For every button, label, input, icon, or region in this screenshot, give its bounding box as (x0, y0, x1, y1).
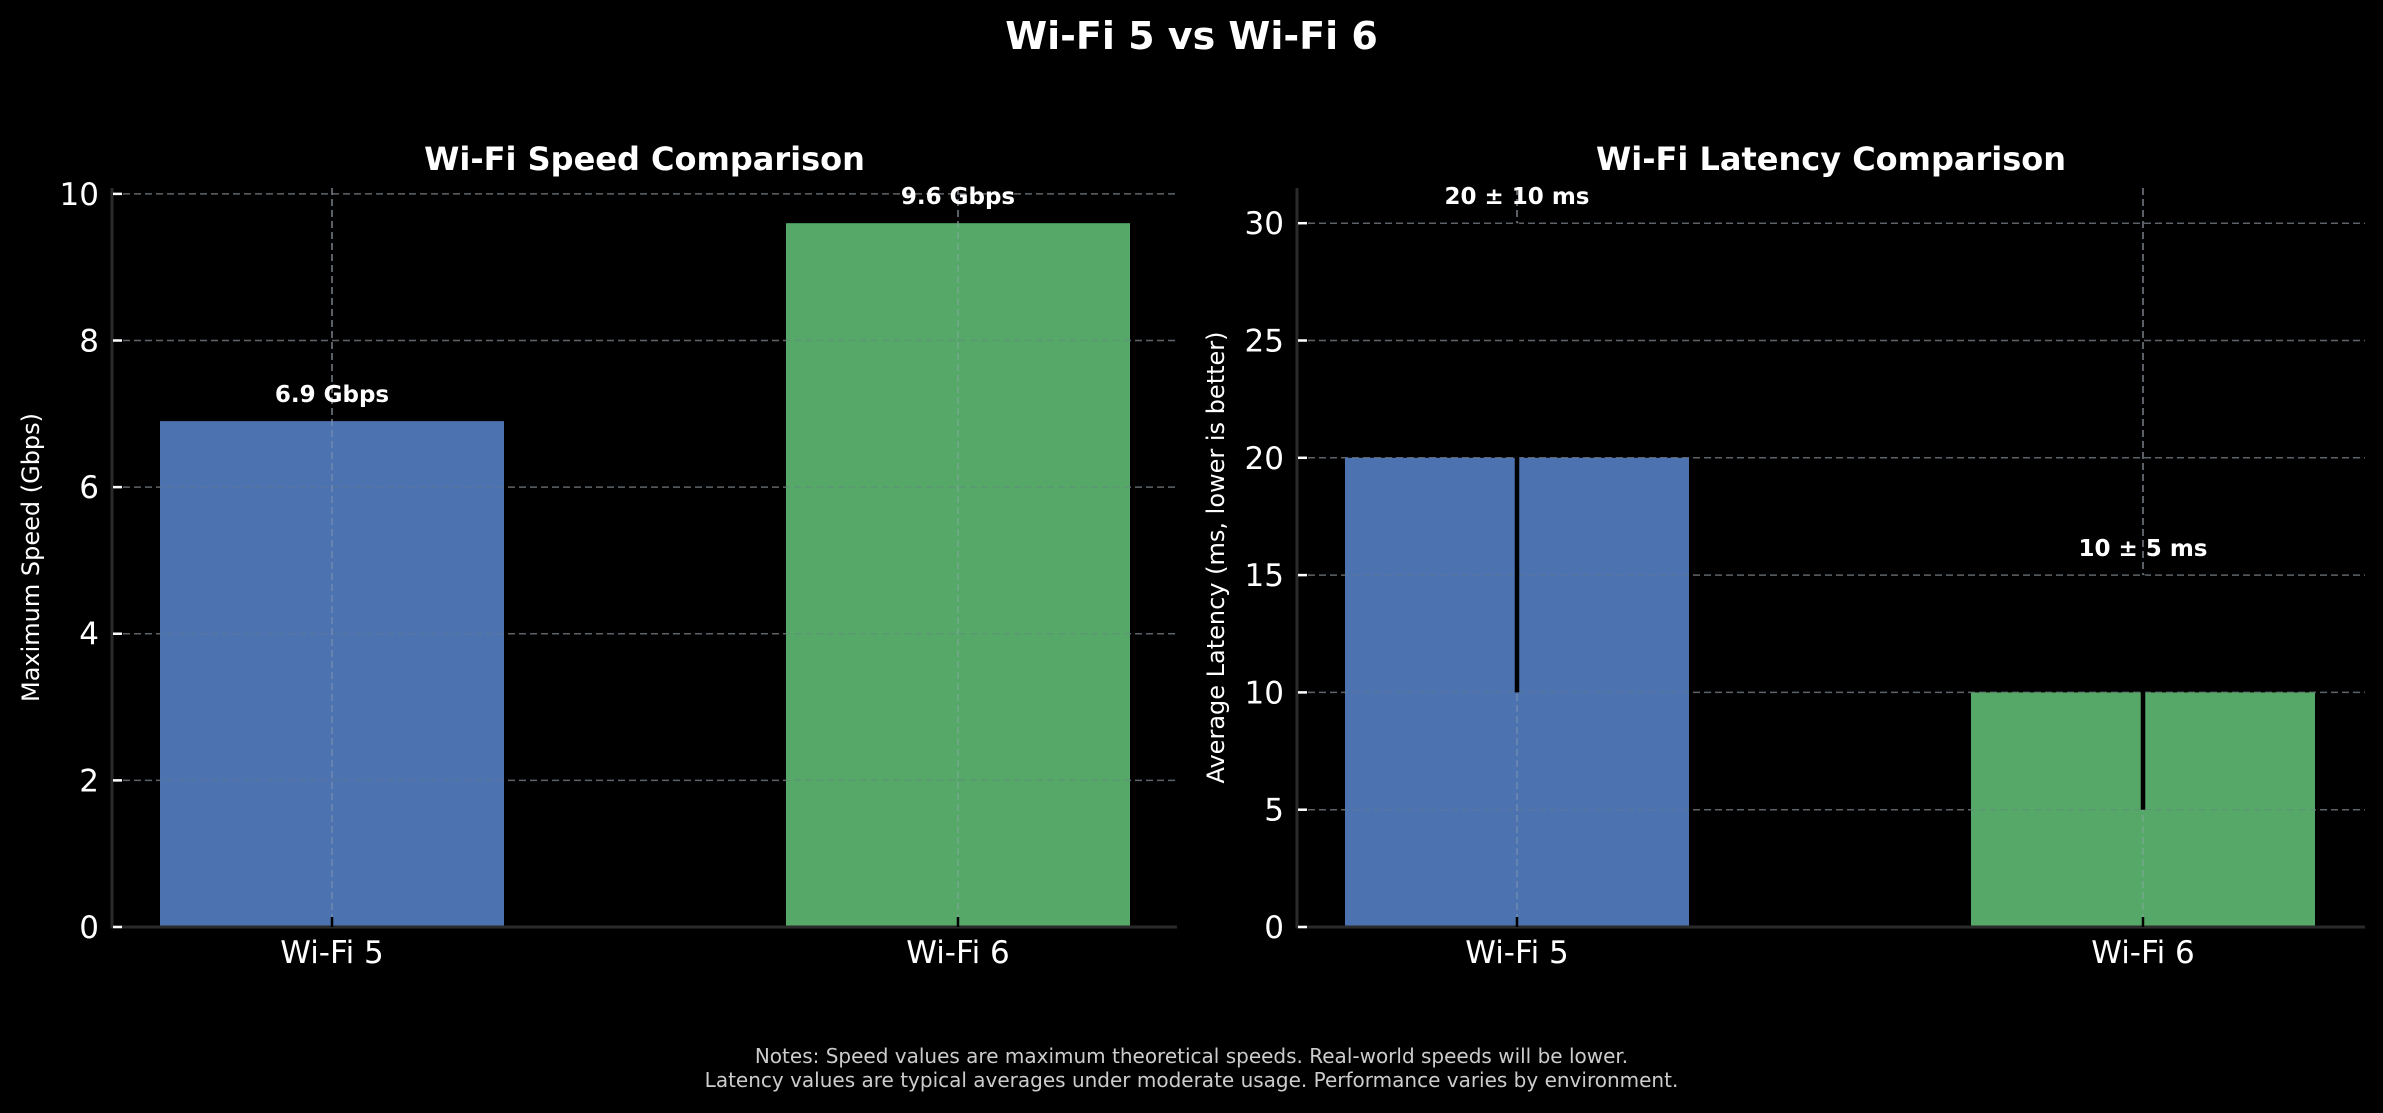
footnote-line-1: Notes: Speed values are maximum theoreti… (754, 1044, 1629, 1068)
bar-value-label: 9.6 Gbps (901, 184, 1015, 210)
bar-value-label: 20 ± 10 ms (1445, 184, 1590, 210)
chart-title: Wi-Fi Speed Comparison (424, 140, 865, 178)
y-tick-label: 0 (79, 910, 99, 946)
bar-value-label: 10 ± 5 ms (2079, 536, 2208, 562)
chart-title: Wi-Fi Latency Comparison (1596, 140, 2066, 178)
y-tick-label: 8 (79, 323, 99, 359)
speed-chart: 0 2 4 6 8 10 Wi-Fi 5 Wi-Fi 6 6.9 Gbps 9.6 Gbps Wi-… (17, 140, 1177, 971)
y-tick-label: 0 (1264, 910, 1284, 946)
y-axis-label: Average Latency (ms, lower is better) (1202, 331, 1230, 783)
bar-wi-fi-5 (160, 421, 504, 927)
y-tick-label: 6 (79, 470, 99, 506)
y-tick-label: 15 (1245, 558, 1284, 594)
y-tick-label: 10 (60, 177, 99, 213)
y-tick-label: 25 (1245, 323, 1284, 359)
bar-value-label: 6.9 Gbps (275, 382, 389, 408)
y-tick-label: 2 (79, 763, 99, 799)
y-tick-label: 4 (79, 617, 99, 653)
y-axis-label: Maximum Speed (Gbps) (17, 413, 45, 702)
x-tick-label: Wi-Fi 5 (280, 935, 384, 971)
figure-title: Wi-Fi 5 vs Wi-Fi 6 (1005, 14, 1378, 58)
bar-wi-fi-6 (786, 223, 1130, 927)
footnote-line-2: Latency values are typical averages unde… (704, 1068, 1679, 1092)
x-tick-label: Wi-Fi 6 (906, 935, 1010, 971)
y-tick-label: 10 (1245, 675, 1284, 711)
latency-chart: 0 5 10 15 20 25 30 Wi-Fi 5 Wi-Fi 6 20 ± 10 ms 10 ±… (1202, 140, 2365, 971)
x-tick-label: Wi-Fi 6 (2091, 935, 2195, 971)
y-tick-label: 20 (1245, 441, 1284, 477)
footnote: Notes: Speed values are maximum theoreti… (0, 1044, 2383, 1092)
y-tick-label: 30 (1245, 206, 1284, 242)
y-tick-label: 5 (1264, 793, 1284, 829)
x-tick-label: Wi-Fi 5 (1465, 935, 1569, 971)
